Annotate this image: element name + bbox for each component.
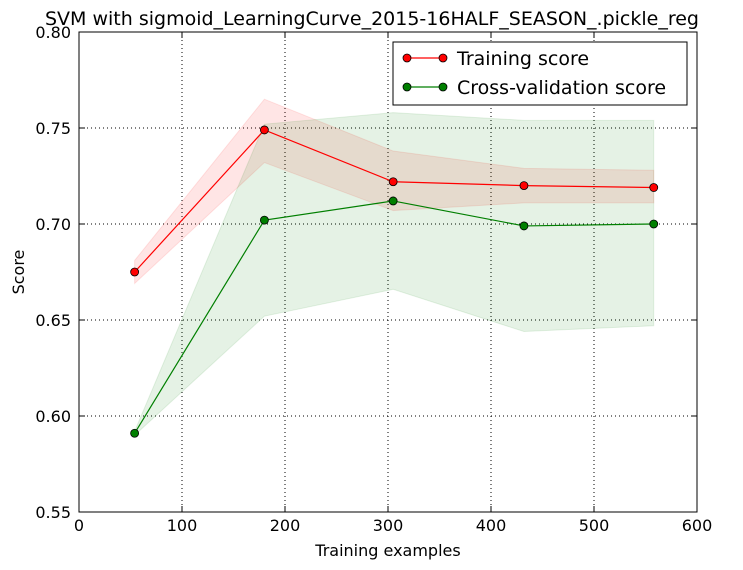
legend-label: Training score <box>456 48 589 70</box>
point-series-1 <box>259 215 269 225</box>
x-axis-label: Training examples <box>314 541 460 560</box>
point-series-0 <box>130 267 140 277</box>
point-series-1 <box>130 428 140 438</box>
legend-marker <box>402 82 412 92</box>
legend-label: Cross-validation score <box>457 77 666 99</box>
point-series-0 <box>649 183 659 192</box>
point-series-0 <box>259 125 269 135</box>
y-axis-label: Score <box>9 250 28 295</box>
y-tick-label: 0.80 <box>35 23 71 42</box>
x-tick-label: 100 <box>167 516 198 535</box>
band-series-0 <box>134 98 655 285</box>
point-series-1 <box>519 221 529 231</box>
data-points <box>130 125 659 438</box>
y-tick-label: 0.70 <box>35 215 71 234</box>
y-tick-label: 0.55 <box>35 503 71 522</box>
y-tick-label: 0.75 <box>35 119 71 138</box>
x-tick-label: 600 <box>682 516 713 535</box>
band-series-1 <box>134 112 655 437</box>
legend-marker <box>402 53 412 63</box>
x-tick-label: 500 <box>579 516 610 535</box>
x-tick-label: 400 <box>476 516 507 535</box>
legend-marker <box>438 53 448 63</box>
point-series-1 <box>649 219 659 229</box>
chart-title: SVM with sigmoid_LearningCurve_2015-16HA… <box>45 8 699 30</box>
x-tick-label: 300 <box>373 516 404 535</box>
y-tick-label: 0.60 <box>35 407 71 426</box>
legend-marker <box>438 82 448 92</box>
point-series-0 <box>519 181 529 191</box>
legend: Training score Cross-validation score <box>392 41 688 106</box>
point-series-0 <box>388 177 398 187</box>
confidence-bands <box>134 98 655 437</box>
legend-box <box>392 41 688 106</box>
x-tick-label: 0 <box>74 516 84 535</box>
point-series-1 <box>388 196 398 206</box>
x-tick-label: 200 <box>270 516 301 535</box>
axis-ticks: 0 100 200 300 400 500 600 0.55 0.60 0.65 0.70 0.75 0… <box>35 23 712 535</box>
y-tick-label: 0.65 <box>35 311 71 330</box>
